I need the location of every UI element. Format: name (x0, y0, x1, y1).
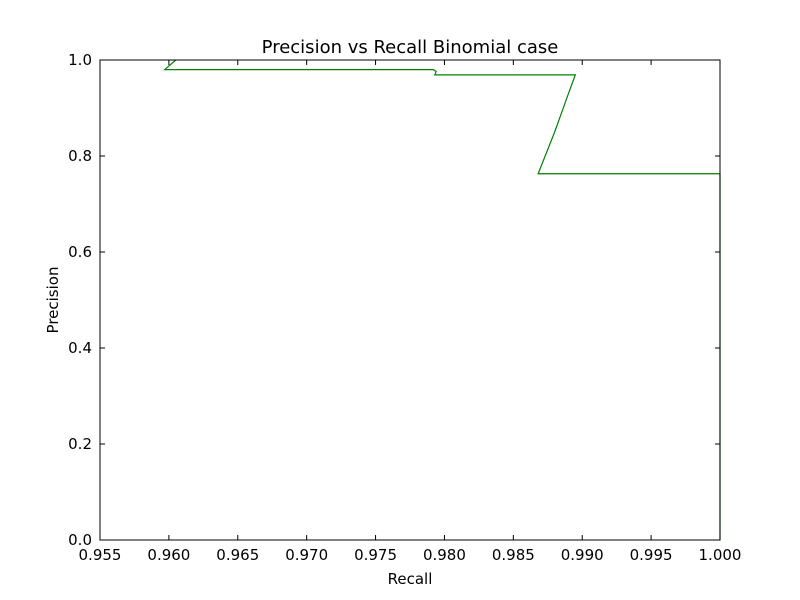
x-tick-label: 0.975 (354, 546, 397, 564)
chart-title: Precision vs Recall Binomial case (262, 37, 559, 58)
x-tick-label: 0.965 (216, 546, 259, 564)
x-axis-label: Recall (388, 570, 433, 588)
y-axis-label: Precision (44, 267, 62, 334)
y-tick-label: 1.0 (68, 51, 92, 69)
axes-frame (99, 59, 721, 541)
series-line-1 (163, 59, 721, 540)
y-tick-label: 0.2 (68, 435, 92, 453)
x-tick-label: 1.000 (699, 546, 742, 564)
x-tick-label: 0.980 (423, 546, 466, 564)
x-tick-label: 0.990 (561, 546, 604, 564)
x-tick-label: 0.970 (285, 546, 328, 564)
y-tick-label: 0.6 (68, 243, 92, 261)
plot-area: 0.955 0.960 0.965 0.970 0.975 0.980 0.985 0.990… (68, 51, 741, 564)
x-tick-label: 0.985 (492, 546, 535, 564)
x-tick-label: 0.995 (630, 546, 673, 564)
y-tick-label: 0.0 (68, 531, 92, 549)
y-tick-label: 0.4 (68, 339, 92, 357)
x-tick-label: 0.960 (147, 546, 190, 564)
y-tick-label: 0.8 (68, 147, 92, 165)
x-tick-label: 0.955 (79, 546, 122, 564)
